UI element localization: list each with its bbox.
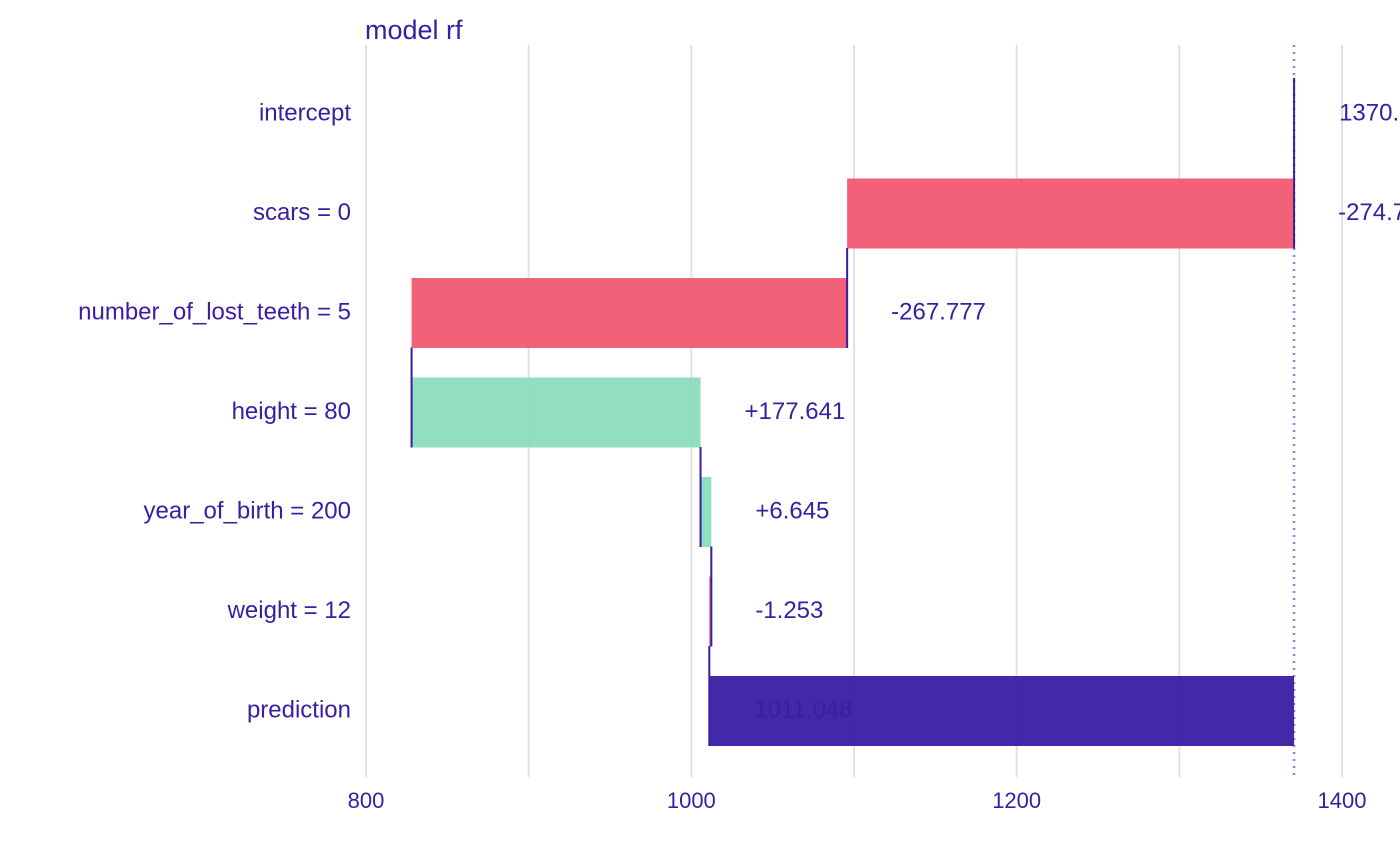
chart-title: model rf [365, 15, 463, 45]
x-tick-label: 1400 [1318, 788, 1367, 813]
category-label: year_of_birth = 200 [144, 497, 351, 524]
contribution-bar [709, 576, 712, 647]
value-label: -274.748 [1338, 199, 1400, 226]
prediction-bar [709, 676, 1295, 746]
category-label: scars = 0 [253, 199, 351, 226]
category-label: weight = 12 [227, 597, 351, 624]
category-label: number_of_lost_teeth = 5 [78, 298, 351, 325]
contribution-bar [411, 278, 848, 348]
value-label: +6.645 [755, 497, 829, 524]
contribution-bar [411, 377, 701, 448]
value-label: 1370.540 [1339, 99, 1400, 126]
x-tick-label: 1200 [992, 788, 1041, 813]
value-label: +177.641 [745, 398, 846, 425]
value-label: -1.253 [755, 597, 823, 624]
contribution-bar [700, 477, 712, 547]
category-label: prediction [247, 696, 351, 723]
contribution-bar [847, 178, 1295, 249]
category-label: height = 80 [232, 398, 351, 425]
x-tick-label: 800 [348, 788, 385, 813]
value-label: -267.777 [891, 298, 986, 325]
category-label: intercept [259, 99, 351, 126]
value-label: 1011.048 [754, 696, 852, 723]
x-tick-label: 1000 [667, 788, 716, 813]
